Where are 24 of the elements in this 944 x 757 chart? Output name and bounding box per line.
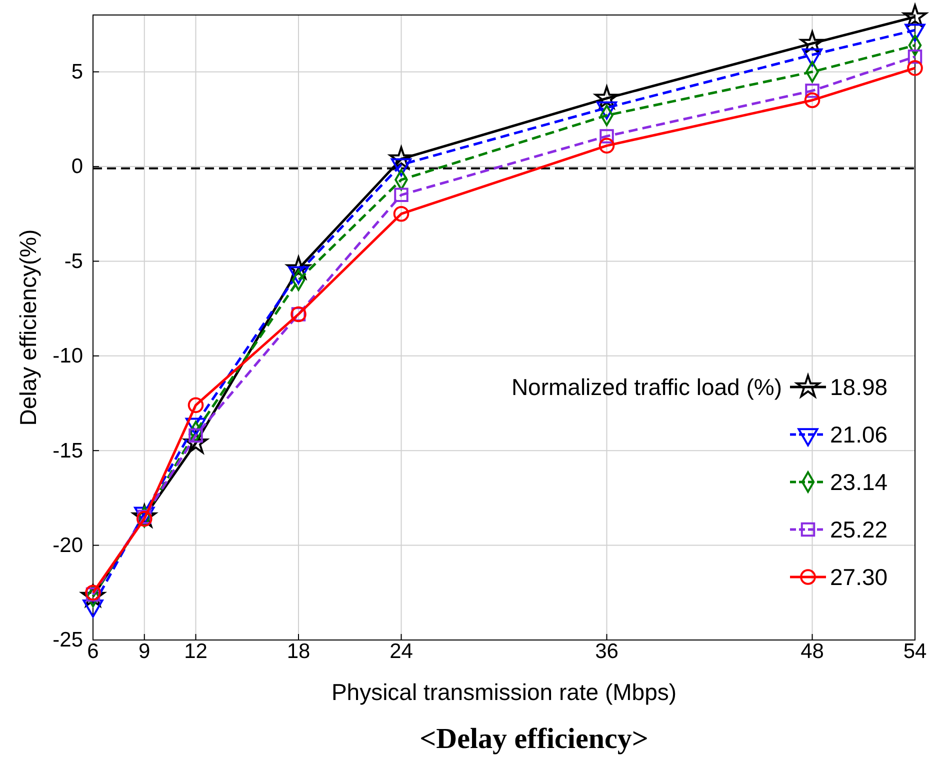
y-tick-label: 0 bbox=[71, 155, 83, 178]
x-tick-label: 36 bbox=[595, 640, 618, 663]
legend-label: 27.30 bbox=[830, 564, 888, 590]
x-tick-label: 12 bbox=[184, 640, 208, 663]
y-tick-label: -10 bbox=[52, 344, 83, 368]
x-tick-label: 48 bbox=[800, 640, 824, 663]
y-tick-label: -15 bbox=[52, 439, 83, 462]
legend-label: 25.22 bbox=[830, 516, 888, 542]
x-axis-title: Physical transmission rate (Mbps) bbox=[331, 679, 677, 705]
legend-title: Normalized traffic load (%) bbox=[511, 374, 782, 400]
legend-label: 23.14 bbox=[830, 469, 888, 495]
y-axis-title: Delay efficiency(%) bbox=[15, 229, 41, 426]
x-tick-label: 24 bbox=[390, 640, 414, 663]
legend-label: 18.98 bbox=[830, 374, 888, 400]
y-tick-label: 5 bbox=[71, 60, 83, 84]
x-tick-label: 18 bbox=[286, 640, 310, 663]
y-tick-label: -25 bbox=[52, 628, 83, 652]
y-tick-label: -20 bbox=[52, 534, 83, 558]
x-tick-label: 6 bbox=[87, 640, 99, 663]
text: <Delay efficiency> bbox=[420, 723, 648, 755]
y-tick-label: -5 bbox=[64, 250, 83, 273]
x-tick-label: 9 bbox=[138, 640, 150, 663]
x-tick-label: 54 bbox=[903, 640, 927, 663]
legend-label: 21.06 bbox=[830, 422, 888, 448]
